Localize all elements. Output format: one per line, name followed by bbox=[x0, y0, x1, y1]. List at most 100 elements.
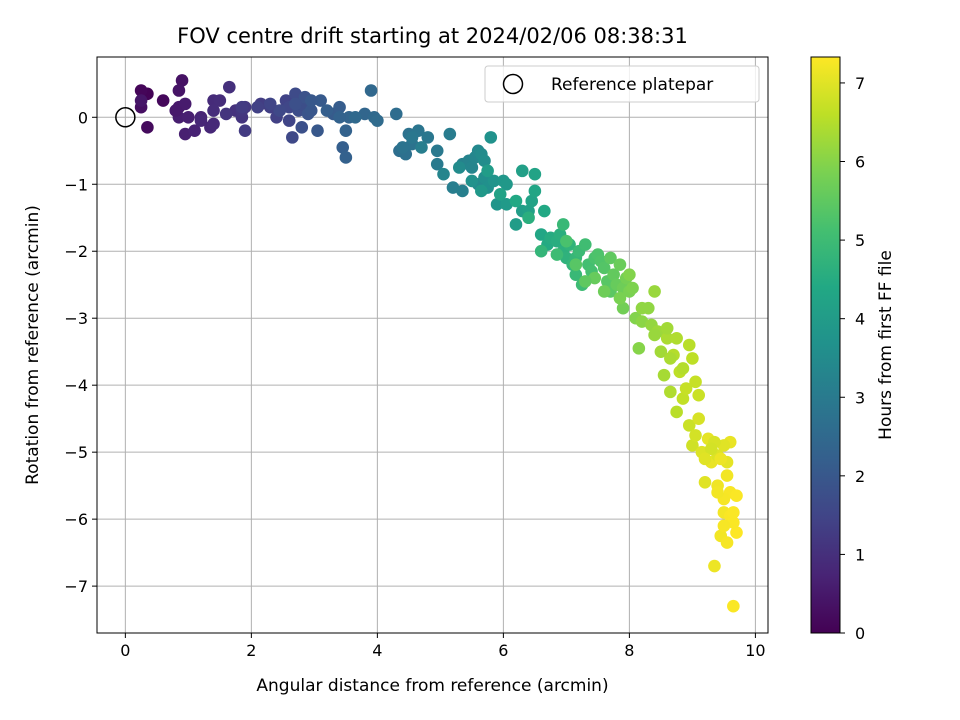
data-point bbox=[141, 121, 154, 134]
data-point bbox=[207, 104, 220, 117]
data-point bbox=[670, 405, 683, 419]
data-point bbox=[456, 184, 469, 198]
data-point bbox=[664, 352, 677, 365]
data-point bbox=[660, 332, 674, 345]
data-point bbox=[213, 94, 227, 107]
data-point bbox=[578, 275, 592, 288]
colorbar-tick-label: 2 bbox=[855, 467, 865, 486]
data-point bbox=[289, 87, 302, 101]
data-point bbox=[311, 124, 324, 137]
legend-box bbox=[484, 65, 760, 103]
data-point bbox=[698, 452, 712, 466]
data-point bbox=[475, 184, 488, 198]
data-point bbox=[430, 144, 444, 158]
data-point bbox=[534, 228, 548, 241]
data-point bbox=[654, 345, 668, 358]
data-point bbox=[487, 174, 501, 188]
data-point bbox=[320, 104, 334, 117]
data-point bbox=[219, 107, 233, 121]
data-point bbox=[304, 104, 318, 117]
data-point bbox=[371, 114, 384, 127]
data-point bbox=[708, 559, 721, 573]
data-point bbox=[336, 141, 350, 154]
data-point bbox=[714, 452, 728, 466]
data-point bbox=[415, 141, 428, 154]
y-tick-label: −3 bbox=[64, 309, 88, 328]
data-point bbox=[333, 110, 346, 124]
data-point bbox=[682, 338, 696, 352]
data-point bbox=[443, 127, 457, 141]
data-point bbox=[727, 506, 740, 519]
data-point bbox=[720, 536, 734, 549]
data-point bbox=[692, 388, 705, 402]
data-point bbox=[717, 519, 731, 533]
x-tick-label: 6 bbox=[498, 641, 508, 660]
legend-label: Reference platepar bbox=[551, 75, 713, 95]
colorbar-tick-label: 1 bbox=[855, 545, 865, 564]
data-point bbox=[528, 167, 542, 181]
data-point bbox=[500, 177, 513, 191]
y-axis-label: Rotation from reference (arcmin) bbox=[23, 205, 43, 485]
y-tick-label: −7 bbox=[64, 577, 88, 596]
data-point bbox=[534, 244, 548, 258]
data-point bbox=[389, 107, 403, 121]
data-point bbox=[509, 218, 523, 231]
colorbar-tick-label: 7 bbox=[855, 74, 865, 93]
x-tick-label: 2 bbox=[246, 641, 256, 660]
colorbar-ticks: 0 1 2 3 4 5 6 7 bbox=[840, 74, 865, 643]
data-point bbox=[616, 301, 630, 315]
data-point bbox=[607, 268, 620, 281]
data-point bbox=[730, 489, 743, 502]
data-point bbox=[289, 97, 302, 111]
colorbar-tick-label: 0 bbox=[855, 624, 865, 643]
data-point bbox=[364, 84, 378, 97]
data-point bbox=[333, 100, 346, 114]
data-point bbox=[251, 100, 264, 114]
data-point bbox=[597, 285, 611, 298]
data-point bbox=[682, 419, 696, 432]
data-point bbox=[223, 80, 236, 94]
data-point bbox=[686, 439, 699, 452]
chart-title: FOV centre drift starting at 2024/02/06 … bbox=[177, 24, 688, 48]
data-point bbox=[178, 97, 192, 111]
data-point bbox=[528, 184, 542, 198]
data-point bbox=[720, 469, 734, 482]
data-point bbox=[263, 97, 277, 111]
data-point bbox=[588, 271, 602, 285]
y-tick-label: −2 bbox=[64, 242, 88, 261]
data-point bbox=[172, 84, 186, 97]
data-point bbox=[698, 476, 712, 489]
data-point bbox=[358, 107, 372, 121]
x-axis: 0 2 4 6 8 10 bbox=[120, 633, 766, 660]
data-point bbox=[437, 167, 450, 181]
data-point bbox=[465, 161, 479, 174]
data-point bbox=[578, 238, 592, 251]
data-point bbox=[339, 124, 353, 137]
data-point bbox=[686, 352, 699, 365]
x-tick-label: 8 bbox=[624, 641, 634, 660]
plot-frame bbox=[96, 56, 769, 634]
data-point bbox=[490, 198, 504, 211]
data-point bbox=[679, 382, 693, 395]
x-tick-label: 0 bbox=[120, 641, 130, 660]
data-point bbox=[597, 261, 611, 275]
data-point bbox=[446, 181, 460, 194]
data-point bbox=[727, 516, 740, 529]
data-point bbox=[286, 131, 299, 144]
data-point bbox=[676, 392, 690, 405]
data-point bbox=[569, 258, 583, 271]
data-point bbox=[396, 141, 409, 154]
data-point bbox=[648, 328, 661, 342]
data-point bbox=[689, 429, 702, 442]
data-point bbox=[635, 315, 649, 328]
data-point bbox=[657, 368, 671, 382]
data-point bbox=[632, 342, 646, 355]
data-point bbox=[481, 164, 494, 178]
y-axis: 0 −1 −2 −3 −4 −5 −6 −7 bbox=[64, 108, 97, 596]
y-tick-label: −4 bbox=[64, 376, 88, 395]
data-point bbox=[648, 285, 661, 298]
data-point bbox=[349, 110, 362, 124]
y-tick-label: −6 bbox=[64, 510, 88, 529]
x-tick-label: 4 bbox=[372, 641, 382, 660]
data-point bbox=[134, 84, 148, 97]
